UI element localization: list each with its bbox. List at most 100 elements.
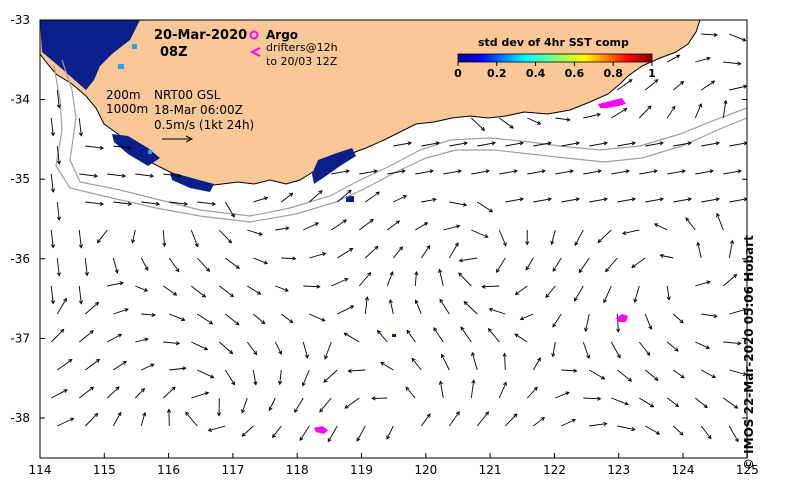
current-arrow [667, 398, 678, 406]
current-arrow [331, 220, 346, 230]
current-arrow [219, 286, 233, 297]
current-arrow [667, 342, 678, 351]
current-arrow [515, 286, 527, 294]
current-arrow [191, 342, 207, 350]
x-tick-label: 121 [479, 463, 502, 477]
isobath-200-label: 200m [106, 88, 141, 102]
current-arrow [412, 358, 421, 370]
current-arrow [667, 106, 675, 118]
current-arrow [107, 334, 121, 342]
current-arrow [320, 398, 331, 412]
current-arrow [219, 230, 231, 243]
current-arrow [505, 414, 517, 426]
current-arrow [583, 398, 600, 399]
current-arrow [169, 314, 184, 320]
current-arrow [300, 426, 309, 440]
current-arrow [449, 412, 459, 426]
current-arrow [499, 230, 506, 246]
current-arrow [225, 202, 234, 217]
current-arrow [197, 370, 213, 378]
current-arrow [632, 258, 645, 267]
current-arrow [686, 218, 695, 230]
y-tick-label: -37 [10, 331, 30, 345]
current-arrow [499, 382, 506, 398]
current-arrow [407, 330, 415, 342]
current-arrow [337, 306, 353, 314]
current-arrow [325, 342, 331, 359]
current-arrow [673, 370, 684, 378]
current-arrow [471, 118, 484, 130]
current-arrow [639, 342, 649, 355]
current-arrow [533, 418, 544, 426]
current-arrow [85, 413, 97, 426]
current-arrow [113, 413, 120, 426]
current-arrow [561, 420, 575, 426]
current-arrow [459, 273, 472, 286]
current-arrow [85, 359, 99, 370]
current-arrow [107, 387, 119, 398]
current-arrow [309, 314, 325, 321]
current-arrow [553, 258, 561, 271]
current-arrow [527, 387, 537, 398]
colorbar-tick-label: 1 [648, 67, 656, 80]
x-tick-label: 116 [157, 463, 180, 477]
current-arrow [489, 329, 500, 342]
current-arrow [695, 342, 709, 348]
current-arrow [51, 329, 63, 342]
x-tick-label: 122 [543, 463, 566, 477]
drifters-label: drifters@12h [266, 41, 338, 54]
current-arrow [639, 398, 653, 407]
current-arrow [387, 426, 393, 439]
colorbar-title: std dev of 4hr SST comp [478, 36, 629, 49]
current-arrow [421, 414, 430, 426]
current-arrow [359, 273, 370, 286]
current-arrow [57, 360, 72, 370]
current-arrow [673, 426, 683, 435]
current-arrow [440, 299, 449, 314]
current-arrow [471, 230, 488, 237]
current-arrow [701, 34, 717, 35]
current-arrow [197, 258, 209, 271]
current-arrow [303, 370, 310, 386]
current-arrow [645, 370, 658, 380]
current-arrow [57, 299, 66, 314]
current-arrow [583, 342, 589, 358]
current-arrow [337, 249, 352, 258]
current-arrow [275, 342, 281, 354]
current-arrow [717, 214, 723, 230]
current-arrow [141, 258, 147, 270]
current-arrow [449, 243, 458, 258]
product-date: 18-Mar 06:00Z [154, 103, 243, 117]
current-arrow [163, 387, 175, 398]
colorbar-tick-label: 0.6 [565, 67, 585, 80]
current-arrow [247, 286, 260, 294]
current-arrow [242, 426, 253, 436]
current-arrow [655, 224, 668, 230]
current-arrow [673, 82, 683, 90]
current-arrow [113, 361, 126, 370]
current-arrow [611, 398, 628, 404]
x-tick-label: 120 [414, 463, 437, 477]
current-arrow [645, 314, 651, 329]
y-tick-label: -33 [10, 13, 30, 27]
current-arrow [295, 398, 304, 412]
current-arrow [253, 314, 264, 324]
y-tick-label: -35 [10, 172, 30, 186]
argo-label: Argo [266, 28, 298, 42]
current-arrow [378, 331, 388, 342]
current-arrow [499, 118, 513, 128]
current-arrow [442, 355, 450, 370]
current-arrow [225, 258, 239, 268]
current-arrow [434, 328, 443, 342]
current-arrow [701, 370, 715, 378]
map-date: 20-Mar-2020 [154, 28, 247, 43]
x-tick-label: 118 [286, 463, 309, 477]
current-arrow [415, 223, 427, 230]
current-arrow [365, 246, 377, 258]
map-time: 08Z [160, 45, 188, 60]
current-arrow [225, 370, 234, 385]
current-arrow [79, 331, 93, 342]
credit-label: © IMOS 22-Mar-2020 05:06 Hobart [742, 10, 756, 470]
current-arrow [393, 196, 406, 202]
